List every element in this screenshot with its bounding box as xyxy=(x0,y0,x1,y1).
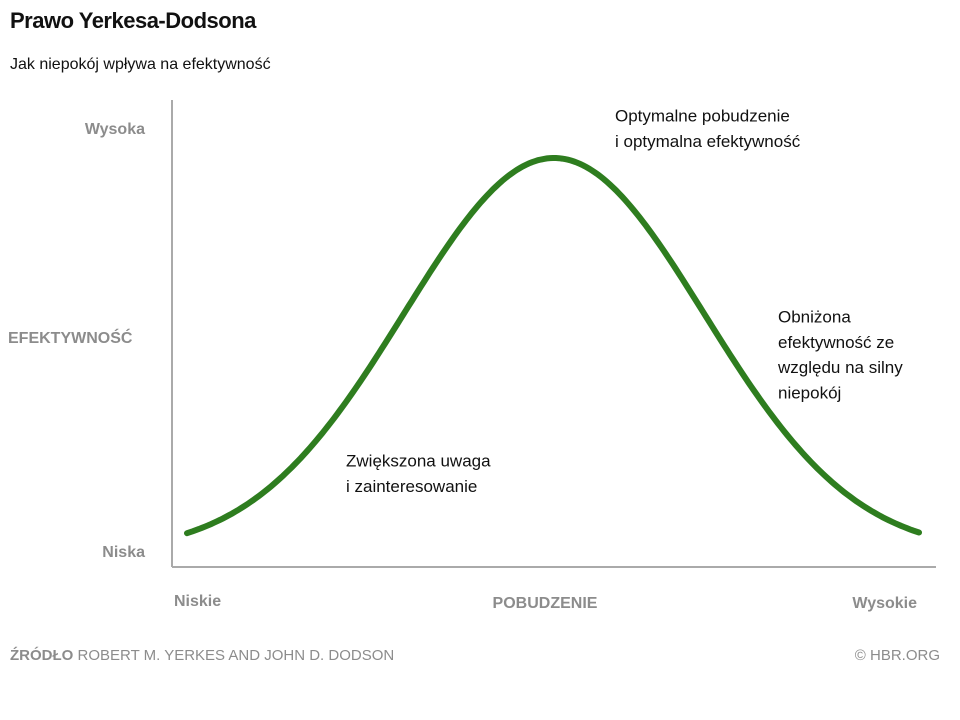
annotation: i zainteresowanie xyxy=(346,477,477,496)
source-label: ŹRÓDŁO xyxy=(10,646,74,664)
annotation: niepokój xyxy=(778,383,841,402)
source: ŹRÓDŁO ROBERT M. YERKES AND JOHN D. DODS… xyxy=(10,646,394,664)
copyright: © HBR.ORG xyxy=(855,647,940,664)
y-low-label: Niska xyxy=(102,544,145,561)
annotation: i optymalna efektywność xyxy=(615,132,801,151)
y-axis-label: EFEKTYWNOŚĆ xyxy=(8,328,133,347)
x-low-label: Niskie xyxy=(174,593,221,610)
curve xyxy=(184,155,922,537)
annotation: efektywność ze xyxy=(778,333,894,352)
annotation: Zwiększona uwaga xyxy=(346,451,491,470)
x-high-label: Wysokie xyxy=(852,595,917,612)
annotation: Obniżona xyxy=(778,307,851,326)
y-high-label: Wysoka xyxy=(85,121,145,138)
source-text: ROBERT M. YERKES AND JOHN D. DODSON xyxy=(78,647,395,664)
x-axis-label: POBUDZENIE xyxy=(493,595,598,612)
annotation: względu na silny xyxy=(777,358,903,377)
annotation: Optymalne pobudzenie xyxy=(615,106,790,125)
chart-subtitle: Jak niepokój wpływa na efektywność xyxy=(10,56,271,73)
chart-title: Prawo Yerkesa-Dodsona xyxy=(10,8,257,33)
